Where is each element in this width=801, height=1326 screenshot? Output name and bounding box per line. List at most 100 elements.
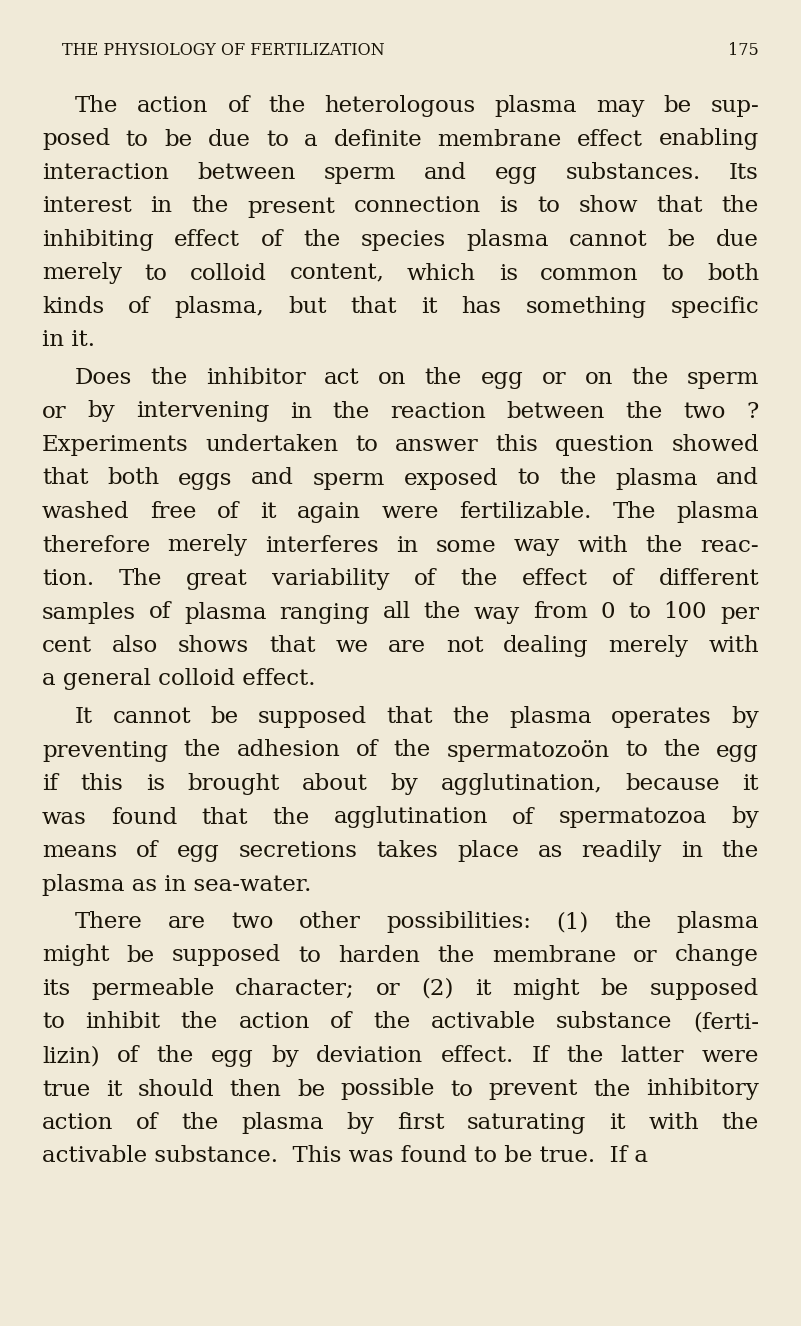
Text: to: to xyxy=(625,740,648,761)
Text: the: the xyxy=(437,944,475,967)
Text: it: it xyxy=(260,501,276,522)
Text: reac-: reac- xyxy=(700,534,759,557)
Text: samples: samples xyxy=(42,602,136,623)
Text: of: of xyxy=(356,740,378,761)
Text: interest: interest xyxy=(42,195,131,217)
Text: the: the xyxy=(453,705,490,728)
Text: free: free xyxy=(150,501,196,522)
Text: the: the xyxy=(268,95,306,117)
Text: might: might xyxy=(513,979,580,1000)
Text: the: the xyxy=(183,740,221,761)
Text: due: due xyxy=(207,129,251,150)
Text: other: other xyxy=(299,911,361,934)
Text: that: that xyxy=(201,806,248,829)
Text: if: if xyxy=(42,773,58,796)
Text: to: to xyxy=(537,195,560,217)
Text: act: act xyxy=(324,367,360,389)
Text: inhibiting: inhibiting xyxy=(42,229,154,251)
Text: The: The xyxy=(119,568,162,590)
Text: should: should xyxy=(138,1078,214,1101)
Text: show: show xyxy=(578,195,638,217)
Text: plasma,: plasma, xyxy=(175,296,264,318)
Text: on: on xyxy=(585,367,613,389)
Text: inhibitory: inhibitory xyxy=(646,1078,759,1101)
Text: plasma: plasma xyxy=(241,1113,324,1134)
Text: to: to xyxy=(145,263,167,285)
Text: sperm: sperm xyxy=(686,367,759,389)
Text: due: due xyxy=(716,229,759,251)
Text: the: the xyxy=(460,568,497,590)
Text: way: way xyxy=(513,534,560,557)
Text: plasma: plasma xyxy=(184,602,267,623)
Text: some: some xyxy=(436,534,497,557)
Text: answer: answer xyxy=(395,434,479,456)
Text: action: action xyxy=(137,95,208,117)
Text: this: this xyxy=(496,434,538,456)
Text: 100: 100 xyxy=(664,602,707,623)
Text: by: by xyxy=(731,806,759,829)
Text: be: be xyxy=(211,705,239,728)
Text: posed: posed xyxy=(42,129,110,150)
Text: ranging: ranging xyxy=(280,602,370,623)
Text: shows: shows xyxy=(178,635,249,656)
Text: the: the xyxy=(614,911,651,934)
Text: readily: readily xyxy=(582,839,662,862)
Text: therefore: therefore xyxy=(42,534,151,557)
Text: egg: egg xyxy=(211,1045,254,1067)
Text: effect: effect xyxy=(578,129,643,150)
Text: effect.: effect. xyxy=(441,1045,514,1067)
Text: as: as xyxy=(537,839,563,862)
Text: possibilities:: possibilities: xyxy=(386,911,531,934)
Text: eggs: eggs xyxy=(178,468,232,489)
Text: cent: cent xyxy=(42,635,92,656)
Text: the: the xyxy=(722,195,759,217)
Text: species: species xyxy=(360,229,445,251)
Text: has: has xyxy=(461,296,501,318)
Text: per: per xyxy=(720,602,759,623)
Text: merely: merely xyxy=(167,534,248,557)
Text: kinds: kinds xyxy=(42,296,104,318)
Text: effect: effect xyxy=(521,568,588,590)
Text: sperm: sperm xyxy=(324,162,396,184)
Text: it: it xyxy=(421,296,437,318)
Text: of: of xyxy=(117,1045,139,1067)
Text: between: between xyxy=(507,400,605,423)
Text: plasma: plasma xyxy=(494,95,577,117)
Text: plasma: plasma xyxy=(615,468,698,489)
Text: be: be xyxy=(164,129,192,150)
Text: to: to xyxy=(266,129,289,150)
Text: secretions: secretions xyxy=(239,839,357,862)
Text: to: to xyxy=(628,602,650,623)
Text: place: place xyxy=(457,839,519,862)
Text: merely: merely xyxy=(609,635,689,656)
Text: fertilizable.: fertilizable. xyxy=(460,501,592,522)
Text: to: to xyxy=(298,944,321,967)
Text: by: by xyxy=(391,773,418,796)
Text: definite: definite xyxy=(333,129,422,150)
Text: the: the xyxy=(425,367,462,389)
Text: is: is xyxy=(499,263,517,285)
Text: about: about xyxy=(302,773,368,796)
Text: connection: connection xyxy=(353,195,481,217)
Text: content,: content, xyxy=(290,263,384,285)
Text: ?: ? xyxy=(747,400,759,423)
Text: (2): (2) xyxy=(421,979,454,1000)
Text: There: There xyxy=(75,911,143,934)
Text: variability: variability xyxy=(272,568,389,590)
Text: or: or xyxy=(634,944,658,967)
Text: or: or xyxy=(376,979,400,1000)
Text: to: to xyxy=(42,1012,65,1033)
Text: action: action xyxy=(239,1012,310,1033)
Text: then: then xyxy=(230,1078,281,1101)
Text: If: If xyxy=(531,1045,549,1067)
Text: two: two xyxy=(231,911,274,934)
Text: spermatozoön: spermatozoön xyxy=(446,740,610,761)
Text: the: the xyxy=(631,367,668,389)
Text: to: to xyxy=(662,263,684,285)
Text: activable substance.  This was found to be true.  If a: activable substance. This was found to b… xyxy=(42,1146,648,1167)
Text: by: by xyxy=(87,400,115,423)
Text: of: of xyxy=(512,806,534,829)
Text: membrane: membrane xyxy=(437,129,562,150)
Text: merely: merely xyxy=(42,263,122,285)
Text: the: the xyxy=(424,602,461,623)
